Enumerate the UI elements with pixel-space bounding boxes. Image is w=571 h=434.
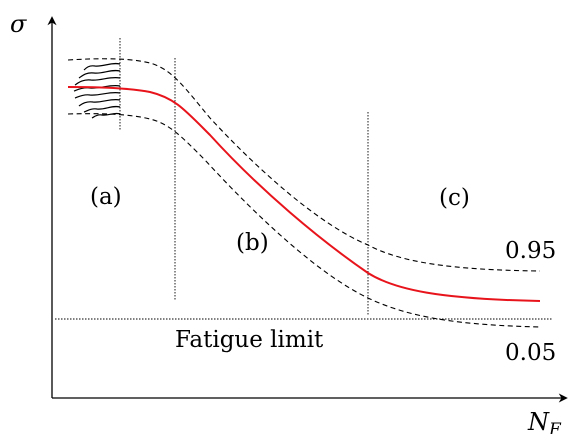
region-b-label: (b) (236, 230, 269, 256)
upper-band-label: 0.95 (505, 238, 556, 264)
scatter-distribution (73, 62, 121, 119)
y-axis-label: σ (10, 10, 27, 38)
x-axis-label: NF (527, 408, 562, 434)
fatigue-limit-label: Fatigue limit (175, 327, 324, 353)
lower-band-curve (67, 113, 541, 328)
upper-band-curve (67, 58, 541, 272)
region-c-label: (c) (439, 185, 470, 211)
median-curve (67, 86, 541, 302)
lower-band-label: 0.05 (505, 340, 556, 366)
region-a-label: (a) (90, 184, 122, 210)
